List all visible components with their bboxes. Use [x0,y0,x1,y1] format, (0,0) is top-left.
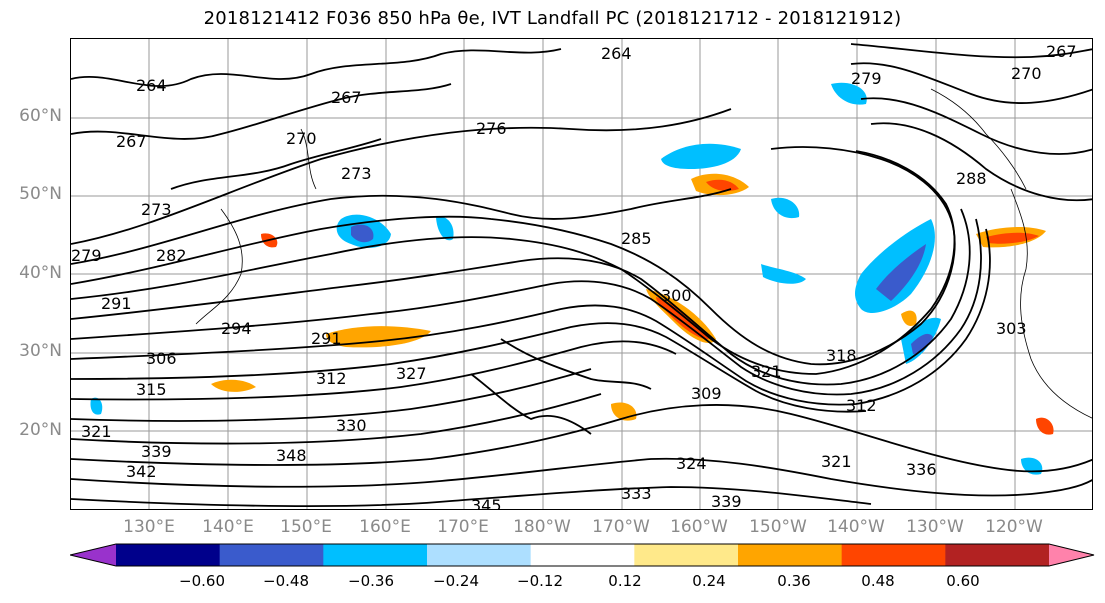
contour-label: 312 [316,369,347,388]
contour-label: 273 [341,164,372,183]
contour-label: 312 [846,396,877,415]
contour-label: 342 [126,462,157,481]
contour-label: 285 [621,229,652,248]
contour-label: 339 [141,442,172,461]
contour-label: 267 [331,88,362,107]
colorbar-tick: −0.60 [179,572,225,590]
contour-label: 267 [1046,42,1077,61]
colorbar-tick: −0.48 [263,572,309,590]
lon-label: 160°W [670,517,728,537]
colorbar-segment [945,544,1050,566]
colorbar-tick: −0.12 [517,572,563,590]
contour-label: 264 [136,76,167,95]
colorbar-tick: 0.48 [861,572,895,590]
contour-label: 324 [676,454,707,473]
contour-label: 330 [336,416,367,435]
contour-label: 348 [276,446,307,465]
colorbar-segment [634,544,739,566]
figure-title: 2018121412 F036 850 hPa θe, IVT Landfall… [203,8,902,29]
colorbar-tick: 0.24 [692,572,726,590]
contour-label: 333 [621,484,652,503]
colorbar [69,543,1095,571]
contour-label: 270 [1011,64,1042,83]
lon-label: 180°W [513,517,571,537]
colorbar-tick: −0.24 [433,572,479,590]
lat-label-60n: 60°N [19,106,62,126]
lon-label: 130°E [123,517,175,537]
colorbar-segment [738,544,843,566]
lon-label: 130°W [906,517,964,537]
colorbar-tick: 0.36 [777,572,811,590]
contour-label: 321 [751,362,782,381]
contour-label: 303 [996,319,1027,338]
colorbar-tick: −0.36 [348,572,394,590]
shaded-patches [90,82,1054,475]
contour-label: 345 [471,496,502,510]
contour-label: 288 [956,169,987,188]
contour-label: 327 [396,364,427,383]
contour-label: 318 [826,346,857,365]
colorbar-segment [530,544,635,566]
contour-label: 270 [286,129,317,148]
colorbar-segment [427,544,532,566]
contour-label: 279 [851,69,882,88]
contour-label: 264 [601,44,632,63]
lat-label-40n: 40°N [19,263,62,283]
contour-label: 279 [71,246,102,265]
lon-label: 120°W [985,517,1043,537]
contour-label: 294 [221,319,252,338]
colorbar-tick: 0.60 [946,572,980,590]
contour-label: 300 [661,286,692,305]
colorbar-graphic [69,543,1095,567]
contour-label: 276 [476,119,507,138]
map-canvas: 264 264 267 267 267 270 270 273 273 276 … [71,39,1092,510]
contour-label: 309 [691,384,722,403]
contour-label: 267 [116,132,147,151]
contour-label: 321 [81,422,112,441]
theta-e-contours [71,43,1092,507]
lat-label-50n: 50°N [19,184,62,204]
contour-label: 315 [136,380,167,399]
contour-label: 336 [906,460,937,479]
contour-label: 321 [821,452,852,471]
contour-label: 306 [146,349,177,368]
lon-label: 150°W [749,517,807,537]
coastlines [195,88,1092,419]
contour-label: 291 [311,329,342,348]
colorbar-segment [841,544,946,566]
lat-label-20n: 20°N [19,420,62,440]
contour-label: 282 [156,246,187,265]
colorbar-segment [70,544,116,566]
colorbar-segment [219,544,324,566]
contour-labels: 264 264 267 267 267 270 270 273 273 276 … [71,42,1077,510]
contour-label: 291 [101,294,132,313]
map-panel: 264 264 267 267 267 270 270 273 273 276 … [70,38,1093,510]
colorbar-segment [116,544,221,566]
lon-label: 140°W [827,517,885,537]
colorbar-segment [323,544,428,566]
colorbar-segment [1049,544,1094,566]
colorbar-tick: 0.12 [608,572,642,590]
lon-label: 170°E [437,517,489,537]
contour-label: 339 [711,492,742,510]
lon-label: 160°E [359,517,411,537]
lon-label: 150°E [280,517,332,537]
contour-label: 273 [141,200,172,219]
lon-label: 170°W [592,517,650,537]
lat-label-30n: 30°N [19,341,62,361]
lon-label: 140°E [202,517,254,537]
